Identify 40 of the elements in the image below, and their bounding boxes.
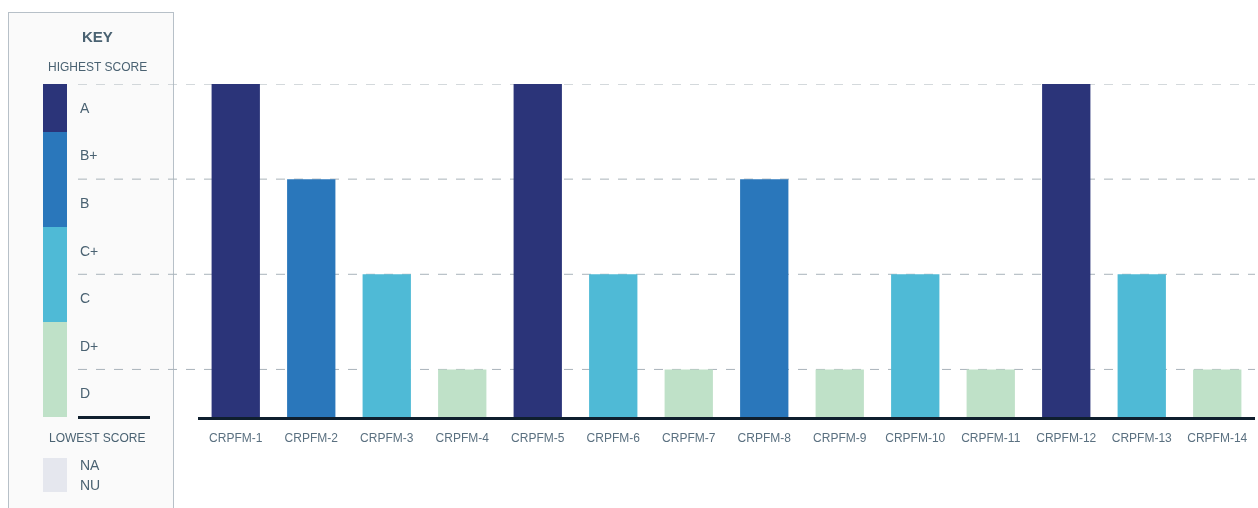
- x-tick-label: CRPFM-12: [1036, 431, 1097, 446]
- text: LOWEST SCORE: [49, 431, 146, 445]
- text: D: [80, 385, 91, 401]
- x-tick-label: CRPFM-14: [1187, 431, 1248, 446]
- bar: [740, 179, 789, 417]
- x-tick-label: CRPFM-11: [961, 431, 1021, 446]
- bar: [1042, 84, 1091, 417]
- bar: [211, 84, 260, 417]
- bar: [1117, 274, 1166, 417]
- bar: [287, 179, 336, 417]
- x-tick-label: CRPFM-6: [586, 431, 641, 446]
- bar: [966, 369, 1015, 417]
- bar: [815, 369, 864, 417]
- text: C: [80, 290, 91, 306]
- x-tick-label: CRPFM-1: [209, 431, 263, 446]
- bar: [664, 369, 713, 417]
- text: A: [80, 100, 90, 116]
- x-tick-label: CRPFM-7: [662, 431, 716, 446]
- x-tick-label: CRPFM-10: [885, 431, 946, 446]
- x-tick-label: CRPFM-3: [360, 431, 414, 446]
- text: D+: [80, 338, 99, 354]
- text: NU: [80, 477, 101, 493]
- x-tick-label: CRPFM-8: [737, 431, 792, 446]
- bar: [1193, 369, 1242, 417]
- bar: [891, 274, 940, 417]
- x-tick-label: CRPFM-9: [813, 431, 867, 446]
- text: HIGHEST SCORE: [48, 60, 148, 74]
- x-tick-label: CRPFM-13: [1111, 431, 1173, 446]
- x-tick-label: CRPFM-4: [435, 431, 490, 446]
- text: KEY: [82, 28, 113, 45]
- bar: [438, 369, 487, 417]
- x-tick-label: CRPFM-2: [284, 431, 339, 446]
- text: C+: [80, 243, 99, 259]
- text: B+: [80, 147, 98, 163]
- bar: [589, 274, 638, 417]
- text: B: [80, 195, 90, 211]
- x-tick-label: CRPFM-5: [511, 431, 565, 446]
- bar: [513, 84, 562, 417]
- bar: [362, 274, 411, 417]
- text: NA: [80, 457, 101, 473]
